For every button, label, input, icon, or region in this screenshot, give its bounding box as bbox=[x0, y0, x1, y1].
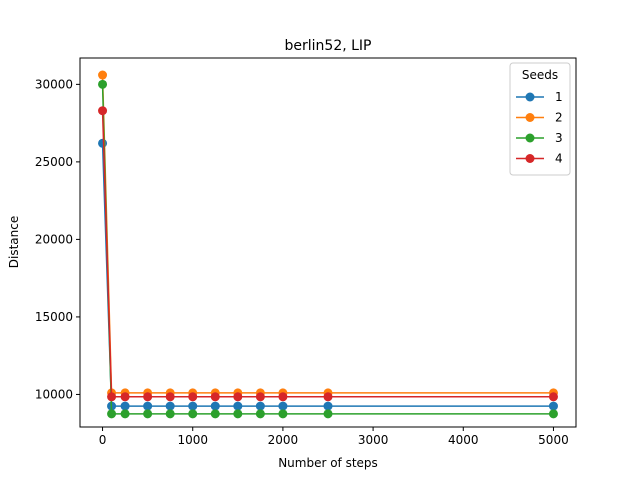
y-tick-label: 20000 bbox=[35, 232, 73, 246]
data-point-series-1 bbox=[165, 401, 175, 411]
series-line-3 bbox=[101, 84, 554, 415]
x-tick-label: 3000 bbox=[358, 433, 389, 447]
y-tick-label: 10000 bbox=[35, 387, 73, 401]
data-point-series-4 bbox=[165, 392, 175, 402]
data-point-series-4 bbox=[278, 392, 288, 402]
plot-frame bbox=[79, 57, 577, 428]
x-tick-label: 2000 bbox=[268, 433, 299, 447]
legend-label-3: 3 bbox=[555, 131, 563, 145]
data-point-series-1 bbox=[278, 401, 288, 411]
data-point-series-1 bbox=[233, 401, 243, 411]
data-point-series-4 bbox=[143, 392, 153, 402]
data-point-series-3 bbox=[233, 409, 243, 419]
data-point-series-4 bbox=[255, 392, 265, 402]
data-point-series-2 bbox=[98, 70, 108, 80]
data-point-series-3 bbox=[120, 409, 130, 419]
x-tick-label: 4000 bbox=[448, 433, 479, 447]
x-axis-label: Number of steps bbox=[278, 456, 378, 470]
series-line-4 bbox=[101, 110, 554, 398]
data-point-series-3 bbox=[188, 409, 198, 419]
x-axis: 0 1000 2000 3000 4000 5000 bbox=[99, 427, 569, 447]
data-point-series-1 bbox=[120, 401, 130, 411]
data-point-series-3 bbox=[323, 409, 333, 419]
legend-marker-1 bbox=[525, 92, 535, 102]
data-point-series-4 bbox=[323, 392, 333, 402]
y-axis: 10000 15000 20000 25000 30000 bbox=[35, 77, 80, 401]
data-point-series-1 bbox=[548, 401, 558, 411]
legend-marker-4 bbox=[525, 154, 535, 163]
data-point-series-3 bbox=[107, 409, 117, 419]
data-point-series-3 bbox=[143, 409, 153, 419]
data-point-series-4 bbox=[210, 392, 220, 402]
x-tick-label: 1000 bbox=[177, 433, 208, 447]
y-axis-label: Distance bbox=[7, 216, 21, 268]
legend-marker-2 bbox=[525, 113, 535, 122]
x-tick-label: 5000 bbox=[538, 433, 569, 447]
y-tick-label: 25000 bbox=[35, 155, 73, 169]
x-tick-label: 0 bbox=[99, 433, 107, 447]
data-point-series-4 bbox=[120, 392, 130, 402]
data-point-series-1 bbox=[143, 401, 153, 411]
series-layer bbox=[98, 70, 558, 419]
chart-title: berlin52, LIP bbox=[285, 38, 372, 54]
data-point-series-1 bbox=[255, 401, 265, 411]
data-point-series-3 bbox=[255, 409, 265, 419]
legend-label-1: 1 bbox=[555, 90, 563, 104]
legend-label-2: 2 bbox=[555, 111, 563, 125]
legend-title: Seeds bbox=[522, 68, 558, 82]
data-point-series-4 bbox=[188, 392, 198, 402]
data-point-series-1 bbox=[210, 401, 220, 411]
data-point-series-4 bbox=[107, 392, 117, 402]
legend-box bbox=[509, 62, 571, 176]
data-point-series-1 bbox=[323, 401, 333, 411]
data-point-series-4 bbox=[233, 392, 243, 402]
data-point-series-1 bbox=[188, 401, 198, 411]
data-point-series-3 bbox=[98, 79, 108, 89]
data-point-series-4 bbox=[98, 106, 108, 116]
y-tick-label: 30000 bbox=[35, 77, 73, 91]
legend-label-4: 4 bbox=[555, 152, 563, 166]
data-point-series-3 bbox=[548, 409, 558, 419]
legend-marker-3 bbox=[525, 133, 535, 143]
data-point-series-1 bbox=[98, 138, 108, 148]
data-point-series-3 bbox=[165, 409, 175, 419]
series-line-2 bbox=[101, 75, 554, 394]
data-point-series-3 bbox=[278, 409, 288, 419]
y-tick-label: 15000 bbox=[35, 310, 73, 324]
legend: Seeds 1 2 3 4 bbox=[509, 62, 571, 176]
data-point-series-3 bbox=[210, 409, 220, 419]
data-point-series-4 bbox=[548, 392, 558, 402]
series-line-1 bbox=[101, 143, 554, 407]
